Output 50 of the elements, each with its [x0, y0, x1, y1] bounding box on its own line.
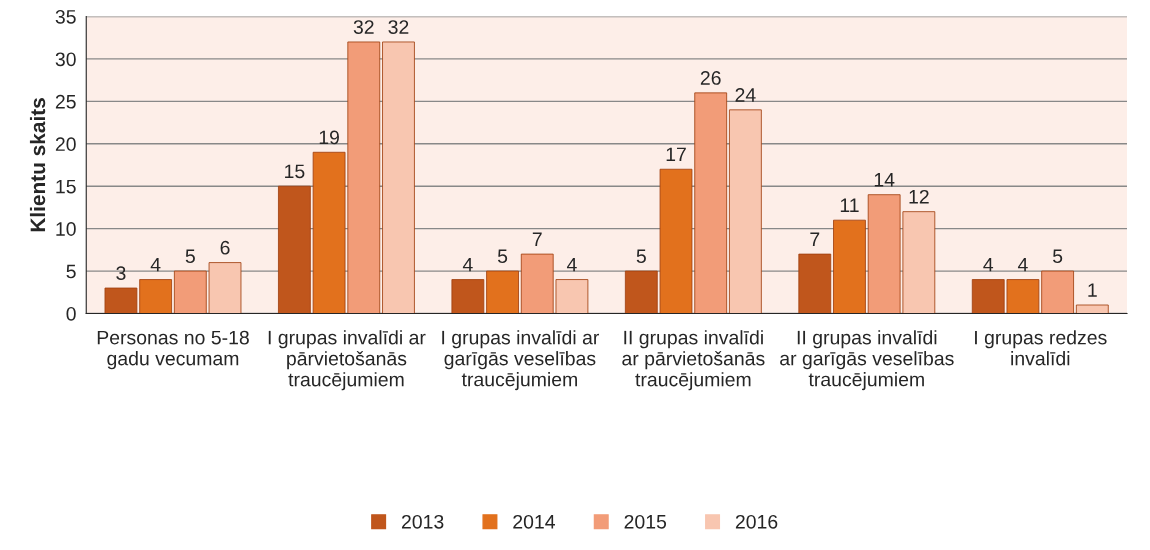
data-label: 19 — [319, 130, 339, 145]
data-label: 12 — [909, 189, 929, 204]
data-label: 4 — [983, 257, 994, 272]
y-tick-label: 30 — [55, 52, 76, 67]
x-tick-label: II grupas invalīdi ar garīgās veselības traucējumiem — [780, 330, 954, 391]
legend-label: 2013 — [401, 514, 444, 529]
data-label: 5 — [497, 249, 508, 264]
data-label: 11 — [840, 198, 859, 212]
legend-label: 2016 — [735, 514, 778, 529]
data-label: 14 — [874, 173, 895, 187]
data-label: 5 — [185, 249, 195, 264]
y-tick-label: 15 — [56, 179, 76, 194]
y-axis-title: Klientu skaits — [29, 98, 46, 232]
legend-label: 2015 — [624, 514, 667, 529]
data-label: 7 — [532, 232, 542, 246]
bar — [833, 219, 866, 314]
data-label: 32 — [353, 20, 374, 34]
data-label: 24 — [735, 88, 756, 102]
y-tick-label: 10 — [56, 222, 76, 236]
y-tick-label: 35 — [55, 9, 76, 24]
bar — [729, 109, 762, 314]
y-tick-label: 20 — [55, 137, 76, 152]
x-tick-label: II grupas invalīdi ar pārvietošanās traucējumiem — [622, 330, 765, 391]
y-tick-label: 0 — [66, 306, 76, 321]
bar — [451, 279, 485, 314]
data-label: 1 — [1088, 283, 1097, 297]
legend-label: 2014 — [513, 514, 555, 529]
bar — [382, 41, 415, 314]
data-label: 5 — [1052, 249, 1063, 264]
data-label: 15 — [285, 164, 305, 179]
data-label: 32 — [388, 20, 409, 34]
data-label: 6 — [220, 240, 230, 255]
x-tick-label: I grupas redzes invalīdi — [975, 330, 1107, 366]
bar — [798, 253, 832, 314]
data-label: 4 — [1017, 257, 1028, 272]
data-label: 26 — [700, 71, 721, 85]
x-tick-label: I grupas invalīdi ar garīgās veselības traucējumiem — [442, 330, 600, 391]
data-label: 3 — [116, 266, 126, 281]
x-tick-label: Personas no 5-18 gadu vecumam — [97, 330, 249, 370]
data-label: 5 — [636, 249, 646, 264]
y-tick-label: 25 — [55, 94, 76, 109]
y-tick-label: 5 — [66, 264, 76, 279]
data-label: 17 — [666, 147, 686, 162]
data-label: 4 — [150, 257, 161, 272]
data-label: 7 — [810, 232, 820, 246]
x-tick-label: I grupas invalīdi ar pārvietošanās traucējumiem — [268, 330, 426, 391]
data-label: 4 — [566, 257, 577, 272]
data-label: 4 — [462, 257, 473, 272]
bar — [486, 270, 519, 314]
bar — [1075, 304, 1109, 314]
